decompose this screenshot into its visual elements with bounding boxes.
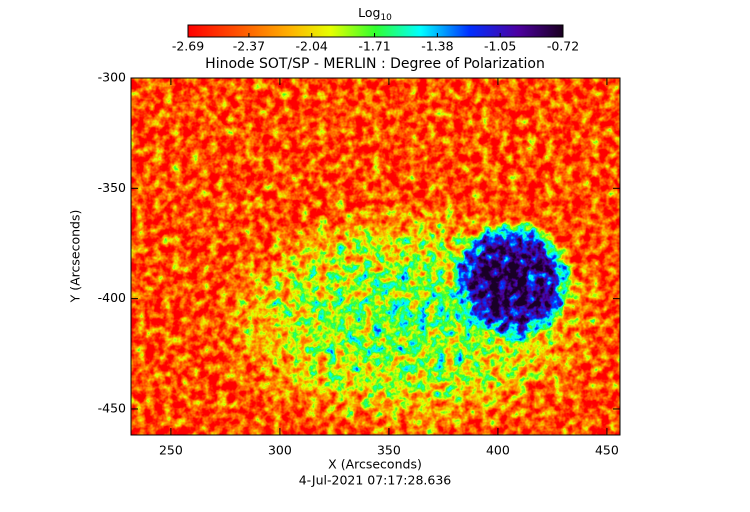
colorbar-tick-label: -2.37	[233, 39, 265, 54]
plot-frame	[130, 77, 621, 436]
colorbar-tick-label: -2.69	[172, 39, 204, 54]
colorbar-label-sub: 10	[380, 13, 392, 23]
date-label: 4-Jul-2021 07:17:28.636	[299, 473, 452, 488]
x-tick-label: 450	[595, 443, 619, 458]
chart-title: Hinode SOT/SP - MERLIN : Degree of Polar…	[205, 56, 545, 72]
x-tick-label: 250	[159, 443, 183, 458]
x-tick-label: 300	[268, 443, 292, 458]
colorbar-tick-label: -1.71	[358, 39, 390, 54]
colorbar-tick-label: -0.72	[547, 39, 579, 54]
colorbar-tick-label: -1.05	[484, 39, 516, 54]
y-tick-label: -400	[98, 290, 126, 305]
y-tick-label: -300	[98, 70, 126, 85]
colorbar-tick-label: -2.04	[296, 39, 328, 54]
colorbar-label-text: Log	[358, 5, 380, 20]
y-tick-label: -450	[98, 400, 126, 415]
colorbar-tick-label: -1.38	[421, 39, 453, 54]
colorbar-label: Log10	[358, 5, 392, 23]
y-tick-label: -350	[98, 180, 126, 195]
solar-map	[131, 78, 620, 435]
y-axis-label: Y (Arcseconds)	[68, 210, 83, 304]
x-axis-label: X (Arcseconds)	[328, 457, 422, 472]
x-tick-label: 400	[486, 443, 510, 458]
x-tick-label: 350	[377, 443, 401, 458]
colorbar	[187, 24, 564, 38]
